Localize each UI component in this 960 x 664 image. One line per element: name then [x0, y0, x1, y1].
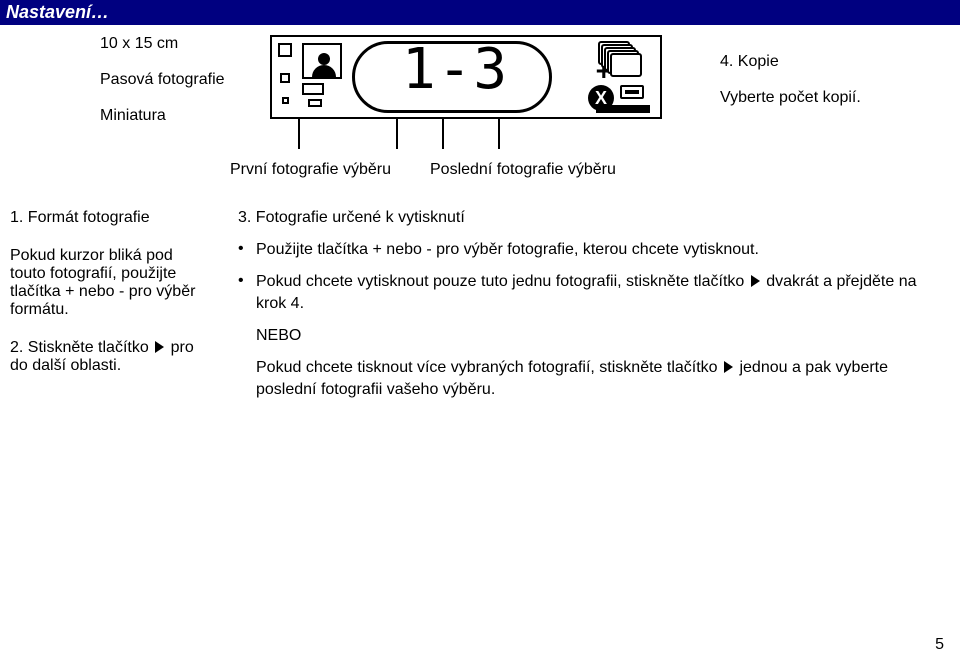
label-copies-heading: 4. Kopie [720, 53, 940, 71]
label-last-photo: Poslední fotografie výběru [430, 161, 670, 179]
label-select-copies: Vyberte počet kopií. [720, 89, 940, 107]
tick-mark-icon [298, 119, 300, 149]
right-column: 3. Fotografie určené k vytisknutí • Použ… [232, 209, 950, 411]
bullet-2: • Pokud chcete vytisknout pouze tuto jed… [238, 271, 950, 315]
triangle-right-icon [155, 341, 164, 353]
item1-title: 1. Formát fotografie [10, 209, 212, 227]
left-column: 1. Formát fotografie Pokud kurzor bliká … [10, 209, 232, 411]
label-first-photo: První fotografie výběru [230, 161, 430, 179]
diagram-zone: 1-3 + X [270, 35, 680, 155]
upper-left-labels: 10 x 15 cm Pasová fotografie Miniatura [0, 35, 270, 155]
format-box-medium-icon [280, 73, 290, 83]
bullet-1: • Použijte tlačítka + nebo - pro výběr f… [238, 239, 950, 261]
item1-para: Pokud kurzor bliká pod touto fotografií,… [10, 247, 212, 319]
last-a: Pokud chcete tisknout více vybraných fot… [256, 359, 722, 376]
format-box-small-icon [282, 97, 289, 104]
tick-mark-icon [442, 119, 444, 149]
label-passport: Pasová fotografie [100, 71, 270, 89]
label-size: 10 x 15 cm [100, 35, 270, 53]
triangle-right-icon [724, 361, 733, 373]
bullet-dot-icon: • [238, 239, 256, 259]
bullet-dot-icon: • [238, 271, 256, 291]
tick-mark-icon [498, 119, 500, 149]
bullet-2-text: Pokud chcete vytisknout pouze tuto jednu… [256, 271, 950, 315]
photo-medium-icon [302, 83, 324, 95]
triangle-right-icon [751, 275, 760, 287]
nebo-row: NEBO [238, 325, 950, 347]
last-text: Pokud chcete tisknout více vybraných fot… [256, 357, 950, 401]
tick-mark-icon [396, 119, 398, 149]
photo-portrait-icon [302, 43, 342, 79]
black-bar-icon [596, 105, 650, 113]
format-box-large-icon [278, 43, 292, 57]
item2: 2. Stiskněte tlačítko pro do další oblas… [10, 339, 212, 375]
bottom-columns: 1. Formát fotografie Pokud kurzor bliká … [0, 179, 960, 411]
photo-small-icon [308, 99, 322, 107]
digit-display: 1-3 [402, 37, 509, 102]
nebo-text: NEBO [256, 325, 301, 347]
item3-heading: 3. Fotografie určené k vytisknutí [238, 209, 950, 227]
minus-inner-icon [625, 90, 639, 94]
upper-section: 10 x 15 cm Pasová fotografie Miniatura 1… [0, 25, 960, 155]
paper-stack-icon [598, 41, 640, 81]
tick-labels-row: První fotografie výběru Poslední fotogra… [0, 155, 960, 179]
last-para: Pokud chcete tisknout více vybraných fot… [238, 357, 950, 401]
upper-right-labels: 4. Kopie Vyberte počet kopií. [680, 35, 940, 155]
page-number: 5 [935, 636, 944, 654]
bullet-1-text: Použijte tlačítka + nebo - pro výběr fot… [256, 239, 759, 261]
bullet-2a: Pokud chcete vytisknout pouze tuto jednu… [256, 273, 749, 290]
lcd-diagram: 1-3 + X [270, 35, 662, 119]
page-header: Nastavení… [0, 0, 960, 25]
label-thumbnail: Miniatura [100, 107, 270, 125]
item2-text-a: 2. Stiskněte tlačítko [10, 339, 153, 356]
